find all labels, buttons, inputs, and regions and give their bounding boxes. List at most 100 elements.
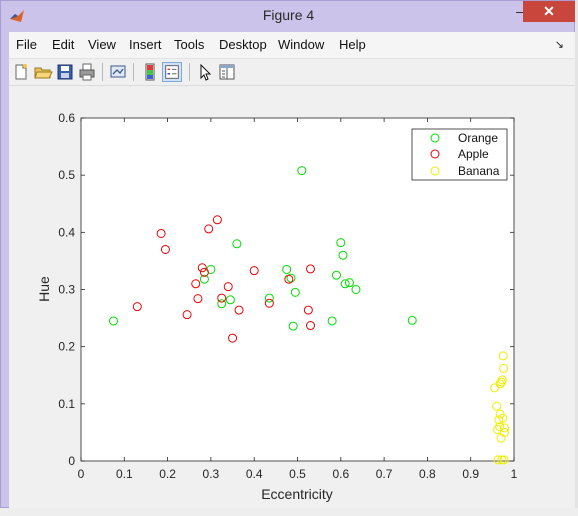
data-point-banana: [498, 413, 508, 423]
menu-file[interactable]: File: [16, 37, 37, 52]
matlab-icon: [10, 10, 24, 22]
x-tick-label: 0.6: [332, 467, 349, 481]
data-point-apple: [234, 305, 244, 315]
x-tick-label: 0: [78, 467, 85, 481]
data-point-apple: [305, 321, 315, 331]
x-tick-label: 0.3: [203, 467, 220, 481]
new-figure-icon[interactable]: [11, 62, 31, 82]
menu-help[interactable]: Help: [339, 37, 366, 52]
data-point-banana: [499, 363, 509, 373]
x-tick-label: 0.1: [116, 467, 133, 481]
data-point-apple: [212, 215, 222, 225]
pointer-icon[interactable]: [195, 62, 215, 82]
toolbar-separator: [189, 63, 190, 81]
legend-box: [411, 128, 508, 181]
data-point-apple: [182, 310, 192, 320]
y-tick-label: 0.5: [58, 168, 75, 182]
legend-label-banana: Banana: [458, 164, 500, 178]
y-tick-label: 0.1: [58, 397, 75, 411]
figure-toolbar: [9, 59, 576, 86]
menu-desktop[interactable]: Desktop: [219, 37, 267, 52]
data-point-banana: [499, 427, 509, 437]
scatter-plot: 0 0.1 0.2 0.3 0.4 0.5 0.6 0.7 0.8 0.9 1 0 0.1 0.2 0.3 0…: [36, 111, 518, 502]
data-point-apple: [264, 298, 274, 308]
data-point-banana: [497, 455, 507, 465]
open-file-icon[interactable]: [33, 62, 53, 82]
figure-client-area: File Edit View Insert Tools Desktop Wind…: [9, 32, 576, 509]
data-point-orange: [331, 270, 341, 280]
y-tick-label: 0.6: [58, 111, 75, 125]
data-point-banana: [498, 351, 508, 361]
dock-arrow-icon[interactable]: ↘: [554, 39, 564, 51]
y-tick-label: 0: [68, 454, 75, 468]
data-point-orange: [225, 295, 235, 305]
toolbar-separator: [102, 63, 103, 81]
legend-label-orange: Orange: [458, 131, 498, 145]
data-point-orange: [232, 239, 242, 249]
data-point-orange: [351, 285, 361, 294]
legend[interactable]: Orange Apple Banana: [411, 128, 508, 181]
data-point-orange: [288, 321, 298, 331]
data-point-orange: [199, 274, 209, 284]
data-point-banana: [499, 423, 509, 433]
y-tick-label: 0.3: [58, 283, 75, 297]
data-point-apple: [217, 293, 227, 303]
x-axis-label: Eccentricity: [261, 486, 333, 502]
minimize-button[interactable]: –: [516, 3, 524, 19]
x-tick-label: 0.9: [462, 467, 479, 481]
legend-icon[interactable]: [162, 62, 182, 82]
close-button[interactable]: ✕: [523, 1, 575, 22]
data-point-apple: [156, 228, 166, 238]
data-point-banana: [492, 401, 502, 411]
property-editor-icon[interactable]: [217, 62, 237, 82]
data-point-apple: [223, 282, 233, 292]
data-point-apple: [204, 224, 214, 234]
legend-marker-orange: [430, 133, 440, 143]
x-tick-label: 1: [511, 467, 518, 481]
y-tick-label: 0.2: [58, 340, 75, 354]
menu-window[interactable]: Window: [278, 37, 325, 52]
menu-tools[interactable]: Tools: [174, 37, 205, 52]
data-point-banana: [495, 379, 505, 389]
data-point-apple: [132, 302, 142, 312]
data-point-banana: [495, 422, 505, 432]
data-point-orange: [336, 238, 346, 248]
data-point-apple: [197, 263, 207, 273]
menu-bar: File Edit View Insert Tools Desktop Wind…: [9, 32, 576, 59]
x-tick-label: 0.7: [376, 467, 393, 481]
x-tick-label: 0.4: [246, 467, 263, 481]
data-point-banana: [494, 415, 504, 425]
y-tick-label: 0.4: [58, 225, 75, 239]
data-point-apple: [193, 294, 203, 304]
data-point-apple: [191, 279, 201, 289]
background-window-edge: [575, 0, 578, 516]
x-tick-label: 0.5: [289, 467, 306, 481]
data-point-orange: [338, 250, 348, 260]
data-point-apple: [160, 244, 170, 254]
window-title: Figure 4: [262, 7, 315, 23]
menu-view[interactable]: View: [88, 37, 116, 52]
data-point-orange: [344, 278, 354, 288]
data-point-apple: [249, 266, 259, 276]
data-point-orange: [108, 316, 118, 326]
data-point-orange: [407, 315, 417, 325]
data-point-orange: [327, 316, 337, 326]
x-tick-label: 0.2: [159, 467, 176, 481]
data-point-banana: [493, 455, 503, 465]
print-icon[interactable]: [77, 62, 97, 82]
x-tick-label: 0.8: [419, 467, 436, 481]
toolbar-separator: [133, 63, 134, 81]
data-point-orange: [282, 264, 292, 274]
data-point-apple: [199, 267, 209, 277]
y-axis-label: Hue: [36, 276, 52, 302]
link-icon[interactable]: [108, 62, 128, 82]
title-bar[interactable]: Figure 4 – ✕: [1, 1, 576, 31]
legend-label-apple: Apple: [458, 147, 489, 161]
menu-edit[interactable]: Edit: [52, 37, 75, 52]
data-point-orange: [340, 279, 350, 289]
save-icon[interactable]: [55, 62, 75, 82]
colorbar-icon[interactable]: [140, 62, 160, 82]
menu-insert[interactable]: Insert: [129, 37, 162, 52]
data-point-orange: [286, 273, 296, 283]
